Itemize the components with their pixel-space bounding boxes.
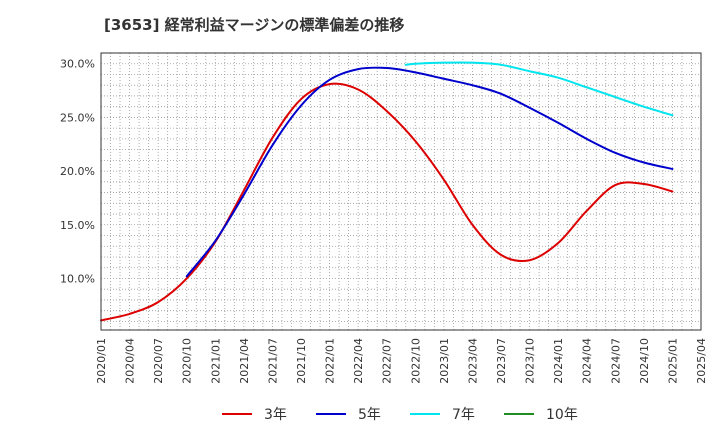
x-tick-label: 2020/07	[152, 338, 165, 384]
x-tick-label: 2020/04	[124, 338, 137, 384]
legend-label: 5年	[358, 407, 381, 423]
series-line-3	[404, 61, 674, 117]
x-tick-label: 2020/01	[95, 338, 108, 384]
x-tick-label: 2024/04	[581, 338, 594, 384]
x-tick-label: 2022/07	[381, 338, 394, 384]
chart-title: [3653] 経常利益マージンの標準偏差の推移	[104, 16, 405, 34]
y-tick-label: 20.0%	[60, 165, 95, 178]
y-tick-label: 15.0%	[60, 219, 95, 232]
legend-label: 7年	[452, 407, 475, 423]
x-tick-label: 2020/10	[181, 338, 194, 384]
legend-label: 3年	[264, 407, 287, 423]
series-line-2	[185, 66, 674, 278]
x-tick-label: 2025/04	[695, 338, 708, 384]
plot-frame	[100, 52, 702, 331]
x-tick-label: 2023/04	[466, 338, 479, 384]
x-tick-label: 2022/01	[324, 338, 337, 384]
series-layer	[100, 61, 674, 322]
x-tick-label: 2021/04	[238, 338, 251, 384]
x-tick-label: 2024/01	[552, 338, 565, 384]
y-tick-label: 10.0%	[60, 272, 95, 285]
x-tick-label: 2024/07	[609, 338, 622, 384]
x-tick-label: 2025/01	[666, 338, 679, 384]
x-tick-label: 2023/07	[495, 338, 508, 384]
plot-area-background	[101, 53, 701, 330]
x-tick-label: 2024/10	[638, 338, 651, 384]
x-tick-label: 2023/10	[524, 338, 537, 384]
x-tick-label: 2021/01	[209, 338, 222, 384]
x-tick-label: 2021/07	[266, 338, 279, 384]
x-tick-label: 2022/10	[409, 338, 422, 384]
x-tick-label: 2022/04	[352, 338, 365, 384]
series-line-1	[100, 82, 674, 322]
axis-layer: 10.0% 15.0% 20.0% 25.0% 30.0% 2020/01 2020/04 2…	[60, 58, 708, 384]
legend-label: 10年	[546, 407, 578, 423]
x-tick-label: 2023/01	[438, 338, 451, 384]
y-tick-label: 25.0%	[60, 111, 95, 124]
y-tick-label: 30.0%	[60, 58, 95, 71]
legend: 3年 5年 7年 10年	[222, 407, 578, 423]
x-tick-label: 2021/10	[295, 338, 308, 384]
grid-layer	[100, 52, 702, 330]
